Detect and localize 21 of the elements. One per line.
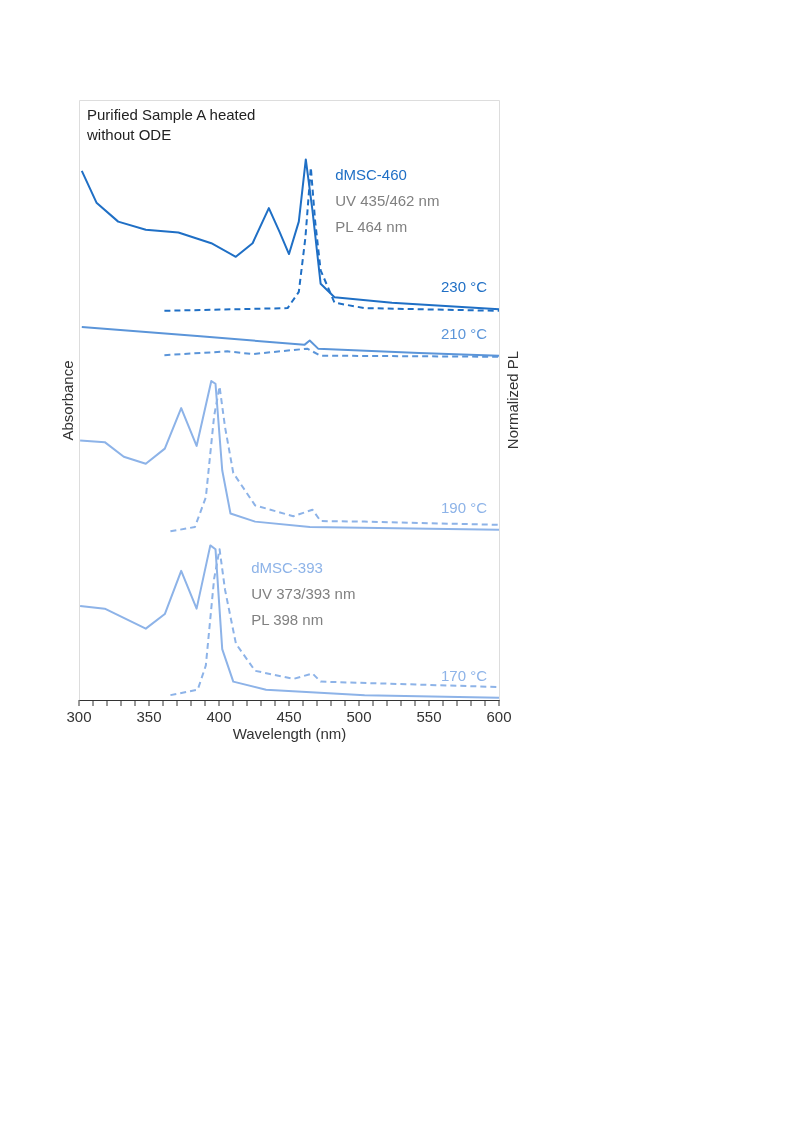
- chart-title: Purified Sample A heated without ODE: [86, 106, 256, 143]
- annotation: PL 398 nm: [251, 611, 324, 628]
- x-tick-label: 500: [346, 708, 372, 725]
- annotation: dMSC-393: [251, 559, 323, 576]
- annotation: dMSC-460: [335, 166, 407, 183]
- x-axis-title: Wavelength (nm): [232, 724, 347, 742]
- annotation: PL 464 nm: [335, 218, 408, 235]
- x-tick-label: 300: [66, 708, 92, 725]
- series-label: 230 °C: [440, 278, 488, 296]
- x-tick-label: 400: [206, 708, 232, 725]
- series-label: 210 °C: [440, 324, 488, 342]
- x-tick-label: 600: [486, 708, 512, 725]
- x-tick-label: 550: [416, 708, 442, 725]
- series-label: 170 °C: [440, 666, 488, 684]
- x-tick-label: 450: [276, 708, 302, 725]
- y-axis-title: Absorbance: [58, 360, 76, 441]
- x-tick-label: 350: [136, 708, 162, 725]
- y2-axis-title: Normalized PL: [504, 350, 521, 450]
- annotation: UV 373/393 nm: [251, 585, 356, 602]
- annotation: UV 435/462 nm: [335, 192, 440, 209]
- series-label: 190 °C: [440, 498, 488, 516]
